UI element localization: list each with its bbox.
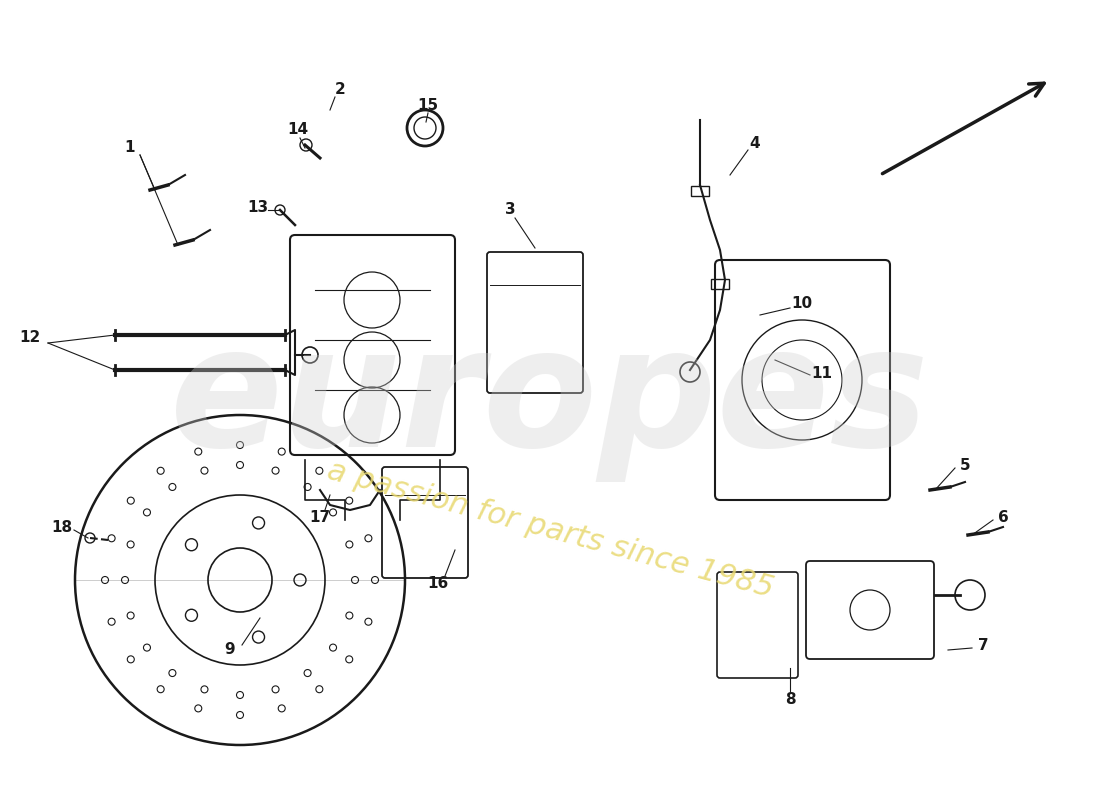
Text: 10: 10 (791, 295, 813, 310)
Text: 9: 9 (224, 642, 235, 658)
Text: europes: europes (170, 318, 929, 482)
Text: 5: 5 (959, 458, 970, 473)
Text: 1: 1 (124, 141, 135, 155)
Text: 17: 17 (309, 510, 331, 526)
Text: 13: 13 (248, 201, 268, 215)
Text: 2: 2 (334, 82, 345, 98)
Text: a passion for parts since 1985: a passion for parts since 1985 (323, 456, 777, 604)
Text: 3: 3 (505, 202, 515, 218)
Text: 14: 14 (287, 122, 309, 138)
Text: 7: 7 (978, 638, 988, 653)
Text: 4: 4 (750, 135, 760, 150)
Text: 18: 18 (52, 521, 73, 535)
Text: 16: 16 (428, 575, 449, 590)
Text: 12: 12 (20, 330, 41, 346)
Text: 15: 15 (417, 98, 439, 113)
Text: 8: 8 (784, 693, 795, 707)
Text: 6: 6 (998, 510, 1009, 526)
Text: 11: 11 (812, 366, 833, 381)
